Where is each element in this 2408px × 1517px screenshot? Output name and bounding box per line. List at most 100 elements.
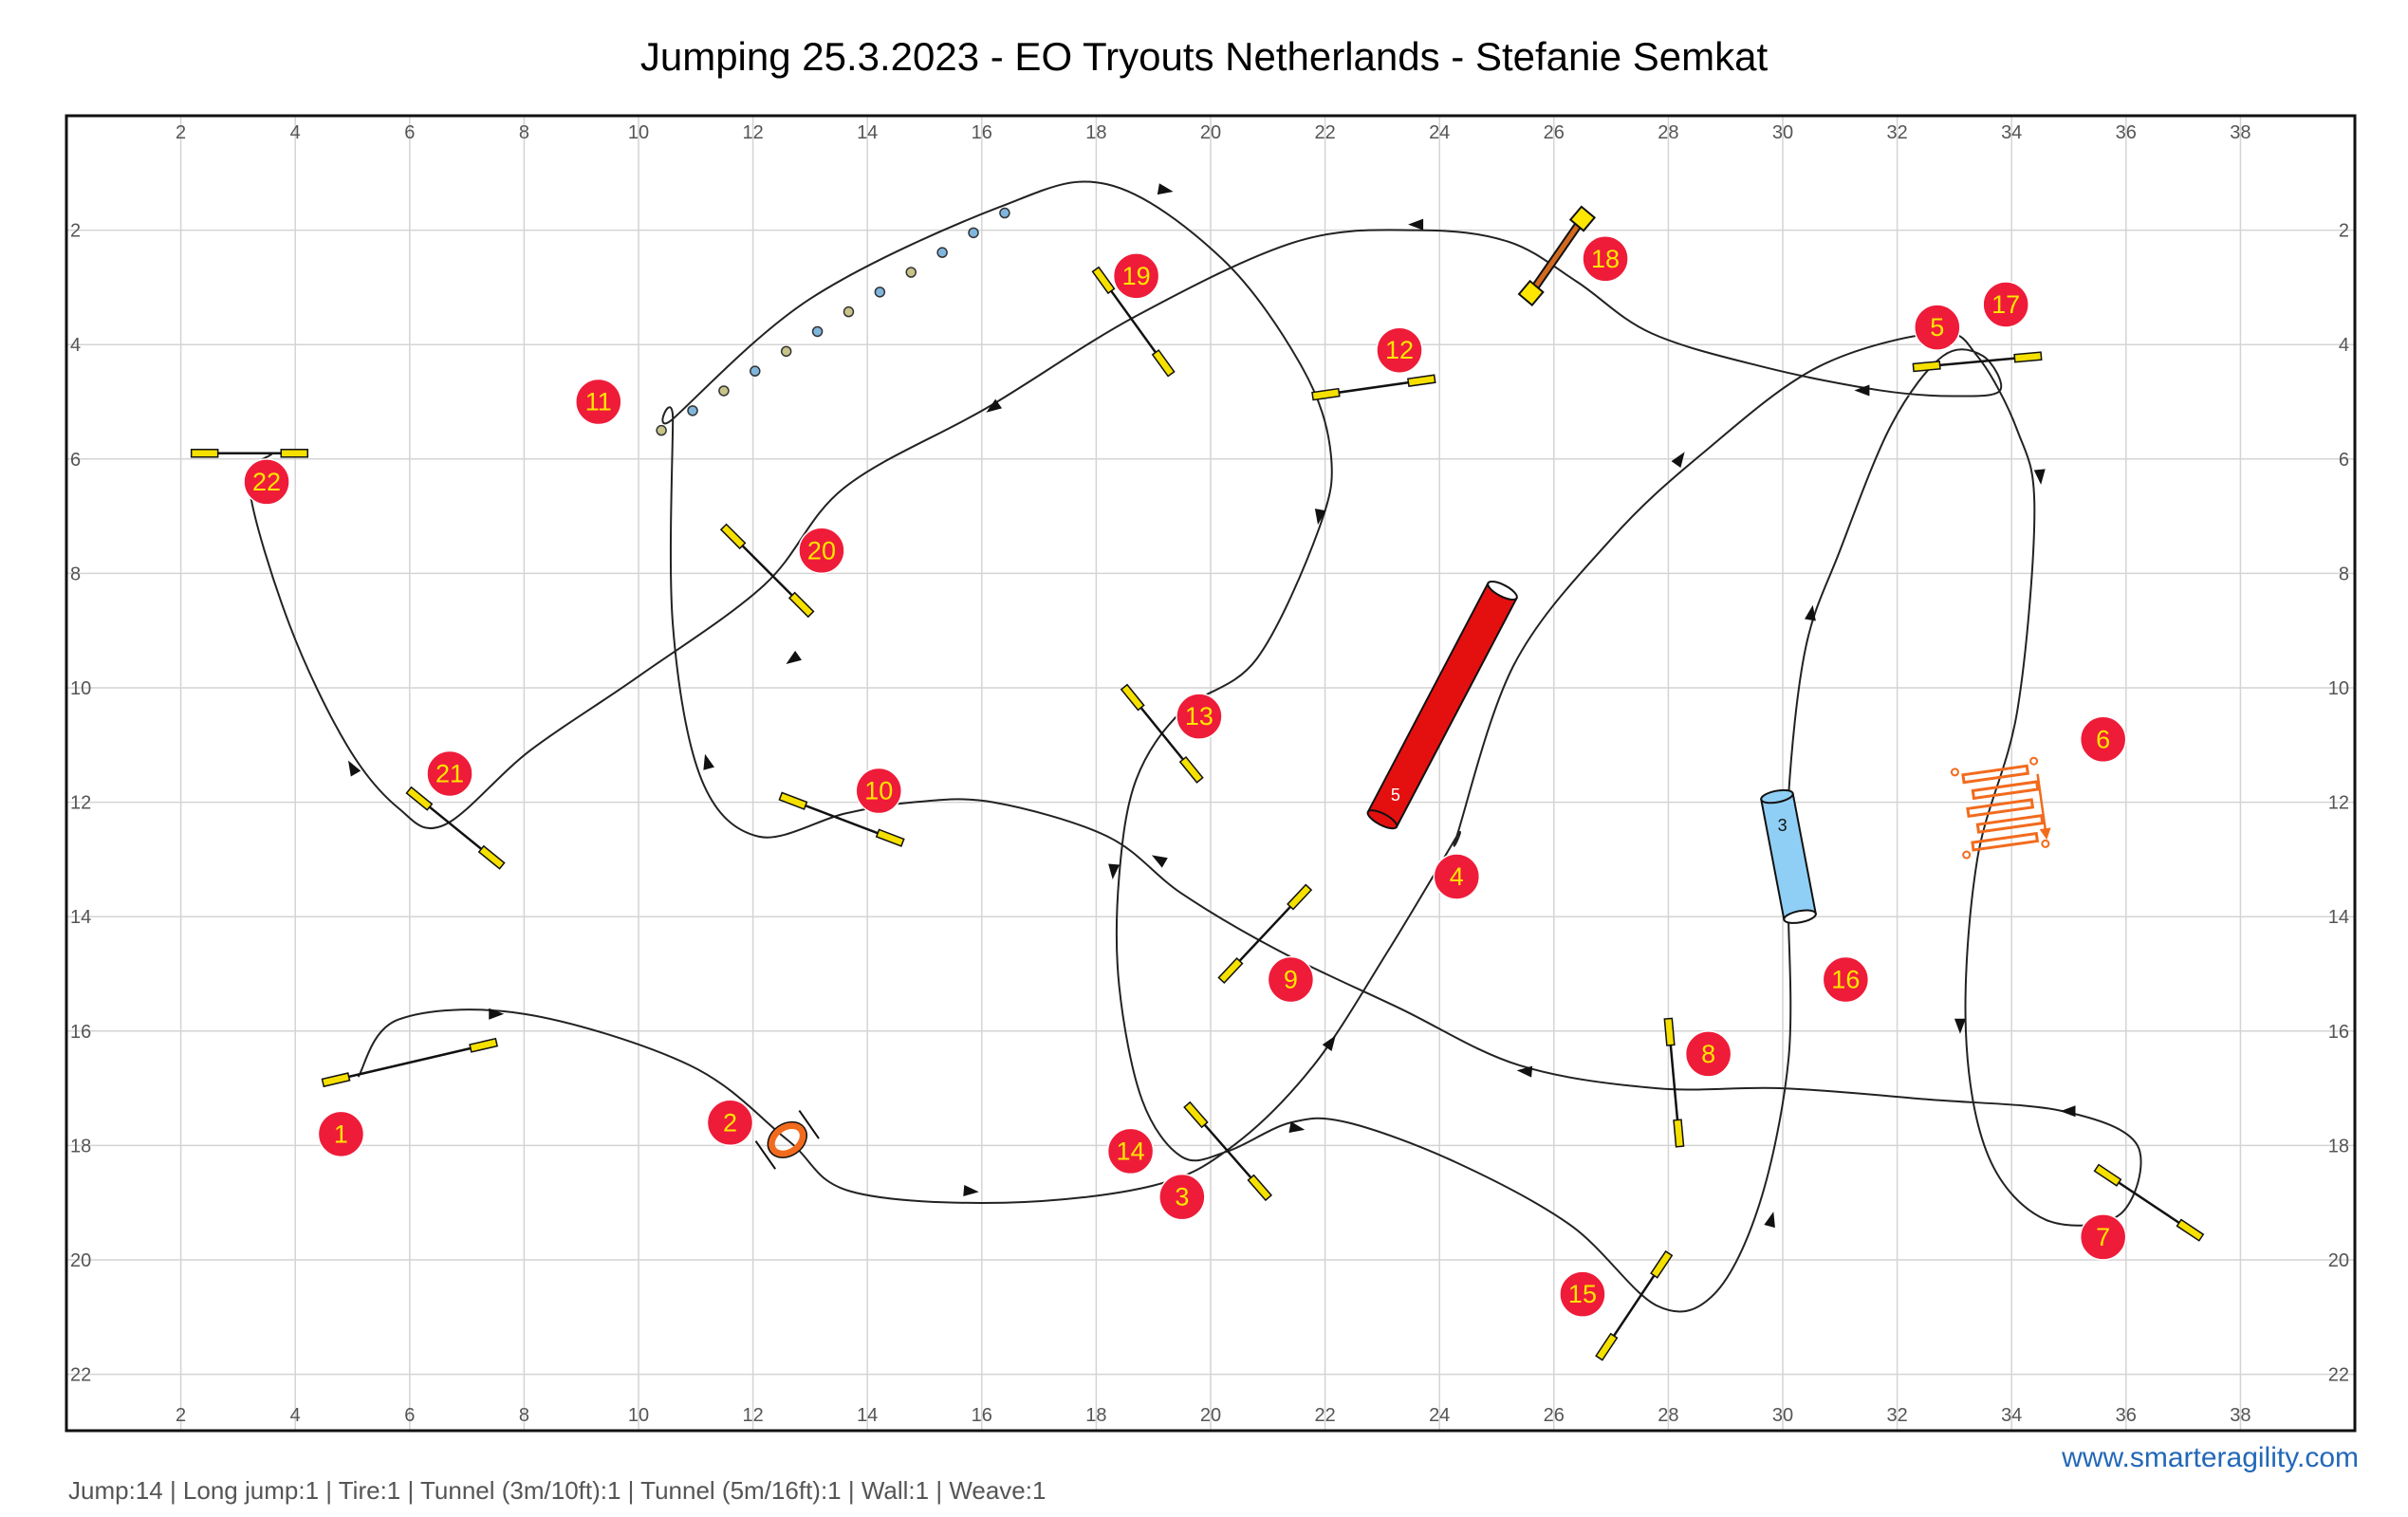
weave-pole [750,365,761,377]
x-tick-label-bottom: 22 [1314,1405,1335,1426]
y-tick-label-left: 16 [70,1022,91,1043]
path-arrow [1108,863,1121,879]
number-badge [1582,235,1629,283]
path-arrow [1516,1065,1533,1078]
y-tick-label-left: 20 [70,1250,91,1271]
number-badge [426,749,473,798]
obstacle-number-7: 7 [2079,1213,2127,1261]
number-badge [1982,281,2029,328]
number-badge [575,378,622,426]
wall-post [1517,279,1545,307]
path-arrow [489,1008,505,1020]
tire-outline [767,1120,808,1158]
jump-10 [778,791,905,847]
x-tick-label-bottom: 10 [628,1405,649,1426]
jump-wing [1311,387,1341,401]
jump-wing [280,449,309,458]
long-jump-corner [2029,756,2039,766]
obstacle-number-10: 10 [855,767,903,815]
wall-18 [1517,205,1597,307]
obstacle-number-12: 12 [1376,326,1423,374]
jump-wing [1183,1101,1209,1129]
jump-wing [787,591,815,619]
y-tick-label-left: 12 [70,793,91,814]
jump-15 [1595,1249,1674,1361]
number-text: 22 [252,468,281,496]
jump-wing [778,791,808,810]
obstacle-number-14: 14 [1106,1127,1155,1175]
number-badge [1267,955,1315,1004]
handler-path [248,180,2142,1313]
jump-wing [1091,266,1116,295]
wall-body [1528,217,1585,295]
number-badge [1158,1173,1206,1221]
jump-17 [1912,351,2043,373]
jump-wing [719,523,747,550]
x-tick-label-bottom: 24 [1429,1405,1450,1426]
number-text: 20 [807,536,836,564]
path-arrow [963,1185,979,1197]
jump-wing [1217,957,1244,985]
weave-pole [780,345,792,358]
number-text: 4 [1450,862,1464,891]
long-jump-corner [1962,850,1972,860]
number-badge [855,767,903,815]
x-tick-label-top: 4 [290,122,301,143]
x-tick-label-top: 20 [1200,122,1221,143]
obstacle-number-13: 13 [1176,693,1223,740]
number-badge [798,527,845,575]
x-tick-label-bottom: 36 [2116,1405,2137,1426]
tunnel-mouth [1783,909,1817,924]
x-tick-label-top: 38 [2230,122,2251,143]
long-jump-direction [2036,773,2047,831]
weave-pole [718,385,730,397]
number-text: 13 [1185,702,1213,731]
jump-bar [324,1041,496,1084]
number-text: 12 [1385,336,1414,364]
path-arrow [786,650,802,665]
x-tick-label-bottom: 8 [519,1405,529,1426]
y-tick-label-right: 4 [2339,335,2349,356]
jump-21 [405,786,506,870]
jump-19 [1091,266,1176,378]
obstacle-number-21: 21 [426,749,473,798]
brand-link[interactable]: www.smarteragility.com [2062,1442,2359,1473]
obstacle-number-8: 8 [1684,1030,1732,1078]
obstacle-number-11: 11 [575,378,622,426]
number-text: 16 [1831,966,1860,994]
jump-wing [1287,883,1313,911]
long-jump-6 [1950,756,2051,860]
weave-pole [905,267,917,278]
wall-post [1568,205,1597,232]
path-arrow [1854,384,1870,397]
obstacle-number-18: 18 [1582,235,1629,283]
obstacle-number-19: 19 [1112,252,1160,300]
jump-wing [2176,1218,2205,1242]
x-tick-label-bottom: 6 [404,1405,415,1426]
x-tick-label-bottom: 4 [290,1405,301,1426]
y-tick-label-right: 18 [2328,1136,2349,1156]
weave-pole [936,247,948,258]
course-title: Jumping 25.3.2023 - EO Tryouts Netherlan… [639,34,1769,79]
number-text: 15 [1568,1280,1597,1308]
tire-2 [754,1109,820,1170]
jump-wing [405,786,434,811]
number-text: 19 [1122,262,1151,290]
number-text: 17 [1991,290,2020,319]
x-tick-label-top: 22 [1314,122,1335,143]
x-tick-label-top: 2 [176,122,186,143]
tunnel-mouth [1366,809,1398,830]
obstacle-number-5: 5 [1914,304,1961,351]
number-text: 5 [1930,313,1944,342]
jump-wing [1912,361,1941,373]
x-tick-label-bottom: 18 [1085,1405,1106,1426]
tire-frame [798,1109,820,1139]
jump-3 [1183,1101,1273,1202]
path-arrow [2033,469,2046,485]
x-tick-label-top: 24 [1429,122,1450,143]
weave-pole [874,287,886,298]
y-tick-label-left: 2 [70,221,81,242]
jump-wing [1120,683,1145,712]
weave-pole [999,207,1010,219]
